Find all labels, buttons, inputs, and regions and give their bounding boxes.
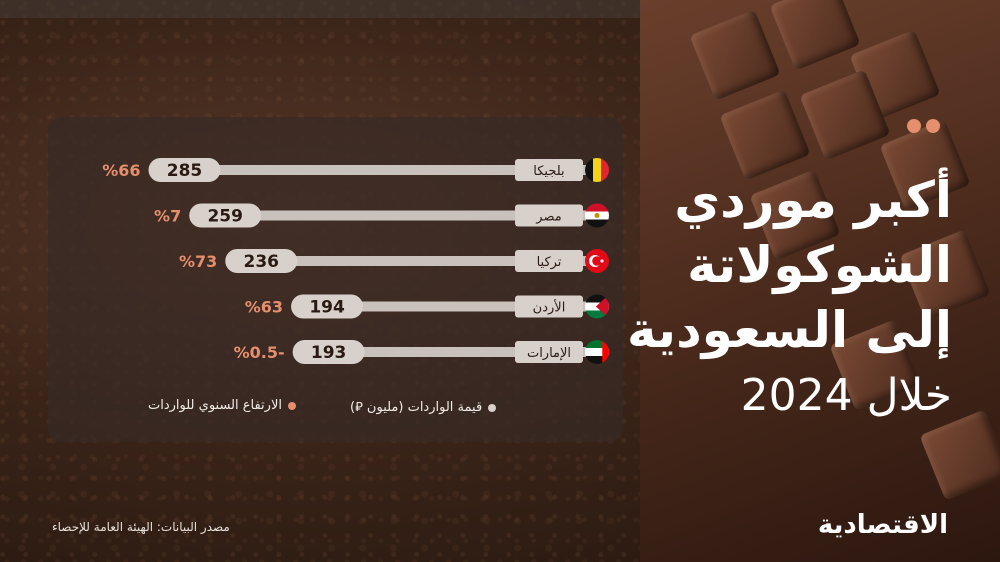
- bar-value-label: 259: [207, 207, 243, 227]
- legend-value: قيمة الواردات (مليون ⃁): [350, 398, 497, 415]
- country-label: تركيا: [537, 255, 562, 270]
- egypt-flag-icon: [585, 203, 609, 228]
- value-pill: [148, 158, 221, 182]
- chocolate-image: [640, 0, 1000, 562]
- bar-track: [209, 210, 595, 221]
- uae-flag-icon: [585, 340, 609, 364]
- country-label: بلجيكا: [533, 164, 564, 179]
- bar-value-label: 236: [244, 252, 280, 272]
- growth-label: %66: [102, 161, 140, 180]
- title-line-3: إلى السعودية: [626, 301, 952, 359]
- bar-value-label: 285: [167, 161, 203, 181]
- data-source: مصدر البيانات: الهيئة العامة للإحصاء: [52, 520, 230, 534]
- legend-growth-dot: [287, 401, 296, 410]
- title-line-1: أكبر موردي: [674, 171, 952, 229]
- value-pill: [189, 203, 262, 228]
- legend-value-label: قيمة الواردات (مليون ⃁): [350, 400, 483, 415]
- growth-label: %73: [179, 252, 217, 271]
- growth-label: %63: [245, 298, 283, 317]
- bar-value-label: 194: [309, 298, 345, 318]
- turkey-flag-icon: [585, 249, 609, 273]
- legend-growth: الارتفاع السنوي للواردات: [148, 398, 296, 413]
- growth-label: %0.5-: [234, 343, 285, 362]
- legend-growth-label: الارتفاع السنوي للواردات: [148, 398, 282, 413]
- country-label-box: [515, 250, 583, 272]
- country-label-box: [515, 341, 583, 363]
- title-line-2: الشوكولاتة: [687, 236, 952, 294]
- value-pill: [291, 294, 364, 319]
- bar-value-label: 193: [311, 343, 347, 363]
- country-label-box: [515, 159, 583, 181]
- bar-track: [168, 165, 595, 175]
- value-pill: [292, 340, 365, 364]
- jordan-flag-icon: [585, 294, 609, 319]
- bar-track: [245, 256, 595, 266]
- title-line-4: خلال 2024: [740, 370, 952, 421]
- legend-value-dot: [488, 403, 497, 412]
- page-title: أكبر موردي الشوكولاتة إلى السعودية خلال …: [622, 168, 952, 428]
- country-label: الإمارات: [527, 346, 571, 361]
- growth-label: %7: [154, 207, 181, 226]
- country-label-box: [515, 204, 583, 227]
- country-label-box: [515, 295, 583, 318]
- belgium-flag-icon: [585, 158, 609, 182]
- country-label: الأردن: [533, 299, 566, 316]
- brand-logo: الاقتصادية: [817, 510, 948, 540]
- value-pill: [225, 249, 298, 273]
- title-quote-icon: [902, 118, 940, 137]
- country-label: مصر: [535, 210, 561, 225]
